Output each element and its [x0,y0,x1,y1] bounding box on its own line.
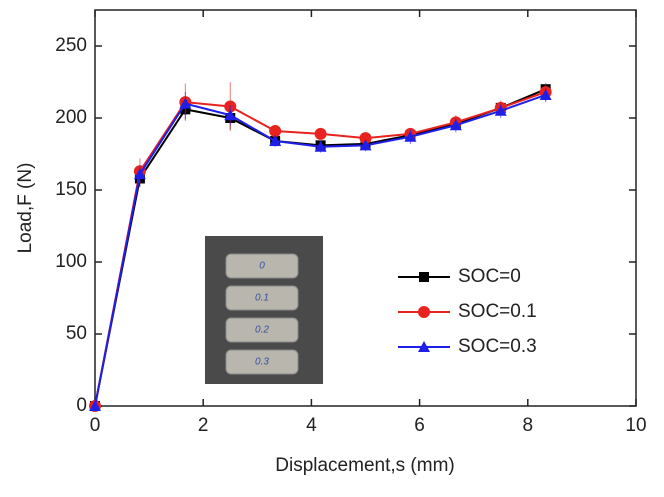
legend-marker [419,272,429,282]
cylinder-label: 0.3 [255,357,269,368]
legend-label: SOC=0 [458,266,521,287]
cylinder [225,253,299,279]
marker [404,130,417,142]
x-tick-label: 0 [90,415,101,436]
marker [449,119,462,131]
marker [269,135,282,147]
y-tick-label: 0 [76,395,87,416]
x-tick-label: 10 [625,415,646,436]
marker [133,168,146,180]
y-tick-label: 150 [55,179,87,200]
plot-frame [94,9,637,407]
x-tick-label: 2 [198,415,209,436]
marker [314,140,327,152]
marker [494,104,507,116]
legend-marker [418,341,430,352]
cylinder [225,349,299,375]
cylinder [225,317,299,343]
cylinder-label: 0.2 [255,325,269,336]
y-tick-label: 50 [66,323,87,344]
marker [179,97,192,109]
y-tick-label: 200 [55,107,87,128]
y-tick-label: 100 [55,251,87,272]
x-tick-label: 6 [414,415,425,436]
x-tick-label: 4 [306,415,317,436]
marker [224,109,237,121]
marker [89,400,101,411]
y-tick-label: 250 [55,35,87,56]
inset-photo: 0 0.1 0.2 0.3 [205,236,323,384]
y-axis-label: Load,F (N) [15,163,36,254]
cylinder-label: 0.1 [255,293,269,304]
legend-label: SOC=0.1 [458,301,537,322]
marker [539,88,552,100]
legend-label: SOC=0.3 [458,336,537,357]
legend-marker [418,306,430,318]
marker [359,132,372,145]
marker [314,127,327,140]
marker [269,124,282,137]
cylinder [225,285,299,311]
x-tick-label: 8 [523,415,534,436]
series [89,87,552,411]
cylinder-label: 0 [259,261,265,272]
x-axis-label: Displacement,s (mm) [275,455,454,476]
marker [359,139,372,151]
